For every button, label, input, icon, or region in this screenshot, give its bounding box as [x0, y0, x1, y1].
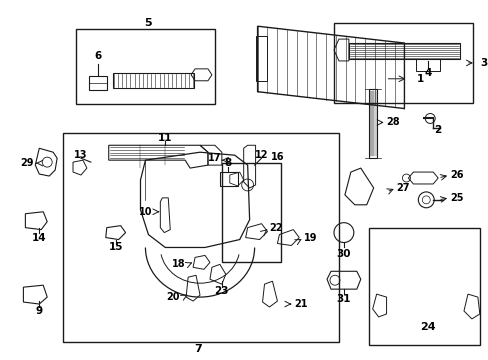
Bar	[89, 76, 106, 90]
Bar	[348, 43, 459, 59]
Bar	[222, 163, 281, 262]
Text: 25: 25	[449, 193, 463, 203]
Text: 20: 20	[166, 292, 180, 302]
Text: 16: 16	[270, 152, 284, 162]
Text: 2: 2	[434, 125, 441, 135]
Text: 21: 21	[294, 299, 307, 309]
Text: 24: 24	[420, 322, 435, 332]
Text: 11: 11	[158, 133, 172, 143]
Text: 18: 18	[171, 259, 185, 269]
Text: 13: 13	[74, 150, 87, 160]
Text: 14: 14	[32, 233, 46, 243]
Text: 7: 7	[194, 344, 202, 354]
Text: 4: 4	[424, 68, 431, 78]
Text: 12: 12	[254, 150, 268, 160]
Text: 22: 22	[269, 222, 283, 233]
Bar	[333, 23, 472, 103]
Text: 26: 26	[449, 170, 463, 180]
Text: 9: 9	[36, 306, 43, 316]
Bar	[368, 89, 376, 158]
Bar	[415, 59, 439, 71]
Text: 5: 5	[144, 18, 152, 28]
Text: 17: 17	[208, 153, 222, 163]
Text: 1: 1	[415, 74, 423, 84]
Bar	[76, 29, 214, 104]
Text: 3: 3	[479, 58, 486, 68]
Text: 30: 30	[336, 249, 350, 260]
Bar	[255, 36, 267, 81]
Text: 23: 23	[214, 286, 229, 296]
Text: 15: 15	[108, 243, 122, 252]
Text: 6: 6	[94, 51, 101, 61]
Bar	[220, 172, 237, 186]
Text: 10: 10	[139, 207, 152, 217]
Text: 19: 19	[304, 233, 317, 243]
Text: 31: 31	[336, 294, 350, 304]
Bar	[368, 228, 479, 345]
Text: 8: 8	[224, 158, 231, 168]
Bar	[63, 133, 338, 342]
Bar	[112, 73, 194, 88]
Text: 28: 28	[386, 117, 399, 127]
Text: 29: 29	[20, 158, 33, 168]
Text: 27: 27	[396, 183, 409, 193]
